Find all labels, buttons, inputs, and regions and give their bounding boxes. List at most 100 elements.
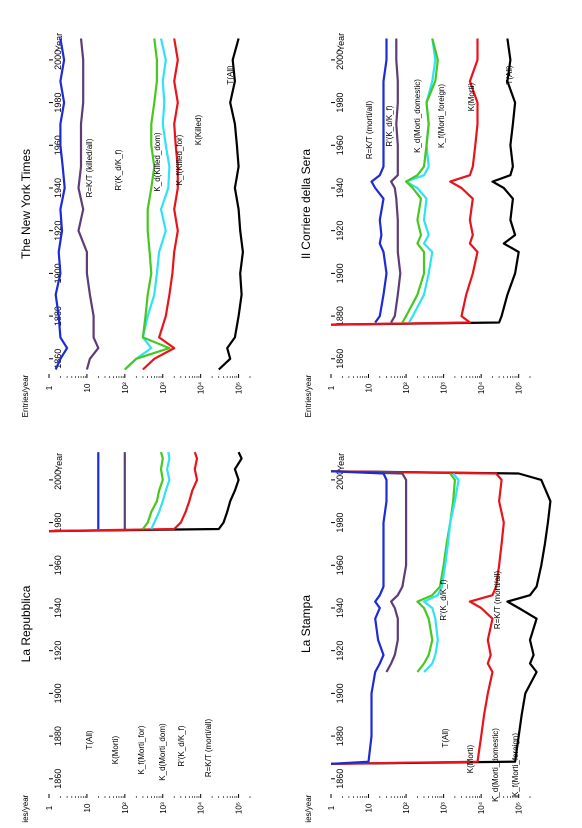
y-tick-label: 1 bbox=[45, 385, 54, 390]
y-tick-label: 10³ bbox=[440, 802, 449, 814]
y-tick-label: 10⁴ bbox=[197, 381, 206, 394]
series-line bbox=[77, 38, 100, 370]
y-tick-label: 1 bbox=[327, 805, 336, 810]
x-axis-label: Year bbox=[54, 453, 64, 471]
series-line bbox=[416, 472, 456, 673]
x-tick-label: 1920 bbox=[53, 641, 63, 661]
series-label: K_f(Morti_foreign) bbox=[437, 84, 446, 148]
x-tick-label: 1900 bbox=[335, 683, 345, 703]
series-line bbox=[142, 451, 164, 530]
series-line bbox=[330, 38, 520, 326]
series-label: R'(K_d/K_f) bbox=[439, 579, 448, 620]
series-label: R=K/T (morti/all) bbox=[204, 719, 213, 778]
series-line bbox=[330, 470, 552, 765]
series-line bbox=[330, 38, 479, 326]
y-tick-label: 10² bbox=[402, 382, 411, 394]
series-label: K_d(Morti_dom) bbox=[158, 723, 167, 781]
series-label: R'(K_d/K_f) bbox=[177, 725, 186, 766]
y-tick-label: 10⁴ bbox=[197, 801, 206, 814]
y-tick-label: 10³ bbox=[440, 382, 449, 394]
y-tick-label: 10² bbox=[121, 382, 130, 394]
series-label: K(Morti) bbox=[466, 744, 475, 773]
x-tick-label: 1860 bbox=[53, 769, 63, 789]
series-label: T(All) bbox=[505, 65, 514, 84]
x-tick-label: 1880 bbox=[53, 726, 63, 746]
x-tick-label: 1940 bbox=[335, 178, 345, 198]
series-label: K(Killed) bbox=[194, 115, 203, 146]
x-tick-label: 1980 bbox=[53, 513, 63, 533]
series-label: K_d(Morti_domestic) bbox=[413, 79, 422, 153]
x-tick-label: 1880 bbox=[335, 726, 345, 746]
series-line bbox=[390, 38, 402, 324]
x-tick-label: 2000 bbox=[335, 50, 345, 70]
x-tick-label: 1860 bbox=[335, 769, 345, 789]
series-label: R'(K_d/K_f) bbox=[114, 149, 123, 190]
x-tick-label: 1960 bbox=[335, 135, 345, 155]
series-line bbox=[124, 38, 171, 371]
y-tick-label: 1 bbox=[45, 805, 54, 810]
series-line bbox=[48, 451, 199, 533]
x-tick-label: 1880 bbox=[335, 306, 345, 326]
series-line bbox=[218, 38, 244, 371]
y-tick-label: 10⁴ bbox=[477, 801, 486, 814]
y-tick-label: 10 bbox=[83, 383, 92, 392]
x-tick-label: 1900 bbox=[53, 263, 63, 283]
x-tick-label: 1900 bbox=[335, 263, 345, 283]
x-tick-label: 1920 bbox=[53, 221, 63, 241]
x-tick-label: 1860 bbox=[335, 349, 345, 369]
y-tick-label: 10 bbox=[83, 803, 92, 812]
series-label: K_f(Killed_for) bbox=[175, 134, 184, 185]
series-label: T(All) bbox=[226, 65, 235, 84]
y-tick-label: 1 bbox=[327, 385, 336, 390]
series-label: T(All) bbox=[441, 728, 450, 747]
y-tick-label: 10⁵ bbox=[235, 382, 244, 394]
series-line bbox=[150, 451, 171, 530]
series-label: R'(K_d/K_f) bbox=[385, 105, 394, 146]
series-line bbox=[422, 472, 460, 673]
series-label: K_d(Morti_domestic) bbox=[491, 728, 500, 802]
x-axis-label: Year bbox=[54, 33, 64, 51]
x-axis-label: Year bbox=[336, 33, 346, 51]
y-tick-label: 10² bbox=[402, 802, 411, 814]
series-line bbox=[330, 470, 505, 765]
y-tick-label: 10 bbox=[365, 383, 374, 392]
series-line bbox=[48, 451, 243, 533]
x-tick-label: 1980 bbox=[335, 513, 345, 533]
series-label: K_f(Morti_foreign) bbox=[511, 733, 520, 797]
series-line bbox=[330, 470, 388, 765]
y-tick-label: 10⁵ bbox=[515, 802, 524, 814]
series-line bbox=[124, 38, 171, 371]
x-tick-label: 1920 bbox=[335, 641, 345, 661]
series-label: R=K/T (morti/all) bbox=[365, 101, 374, 160]
y-axis-label: Entries/year bbox=[21, 794, 30, 823]
y-tick-label: 10² bbox=[121, 802, 130, 814]
y-axis-label: Entries/year bbox=[304, 374, 313, 417]
x-tick-label: 2000 bbox=[53, 470, 63, 490]
chart-title: La Stampa bbox=[299, 595, 313, 653]
x-tick-label: 1860 bbox=[53, 349, 63, 369]
series-label: K_f(Morti_for) bbox=[137, 725, 146, 774]
x-tick-label: 1960 bbox=[53, 555, 63, 575]
y-tick-label: 10 bbox=[365, 803, 374, 812]
series-label: T(All) bbox=[85, 730, 94, 749]
x-tick-label: 1960 bbox=[335, 555, 345, 575]
y-tick-label: 10³ bbox=[159, 802, 168, 814]
series-line bbox=[142, 38, 179, 371]
x-tick-label: 1920 bbox=[335, 221, 345, 241]
y-axis-label: Entries/year bbox=[304, 794, 313, 823]
y-tick-label: 10⁴ bbox=[477, 381, 486, 394]
x-tick-label: 2000 bbox=[53, 50, 63, 70]
x-tick-label: 1940 bbox=[53, 178, 63, 198]
x-tick-label: 1940 bbox=[335, 598, 345, 618]
y-tick-label: 10³ bbox=[159, 382, 168, 394]
series-label: K(Morti) bbox=[111, 735, 120, 764]
series-line bbox=[54, 38, 69, 370]
x-tick-label: 1900 bbox=[53, 683, 63, 703]
x-tick-label: 1980 bbox=[53, 93, 63, 113]
series-label: R=K/T (morti/all) bbox=[493, 571, 502, 630]
series-line bbox=[401, 38, 439, 324]
